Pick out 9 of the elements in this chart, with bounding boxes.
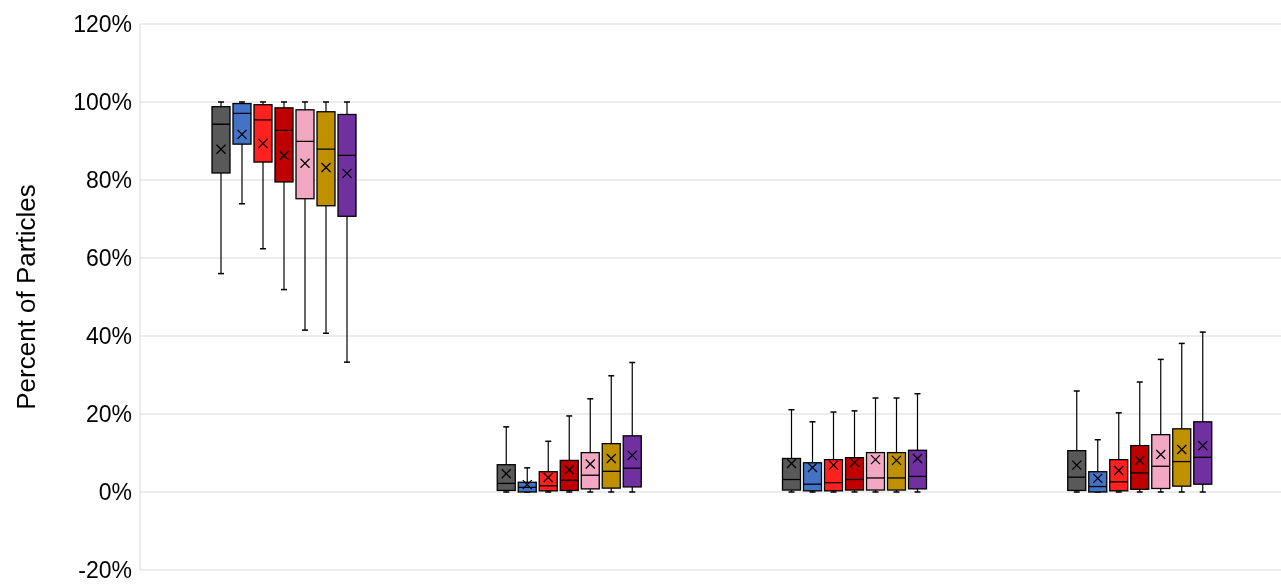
y-tick-label: 100% (73, 89, 132, 116)
y-tick-label: 60% (85, 245, 132, 272)
y-axis-title: Percent of Particles (11, 184, 42, 410)
y-tick-label: 0% (98, 479, 132, 506)
y-tick-label: 20% (85, 401, 132, 428)
y-tick-label: 120% (73, 11, 132, 38)
y-tick-label: 80% (85, 167, 132, 194)
y-tick-label: -20% (78, 557, 132, 584)
y-tick-label: 40% (85, 323, 132, 350)
